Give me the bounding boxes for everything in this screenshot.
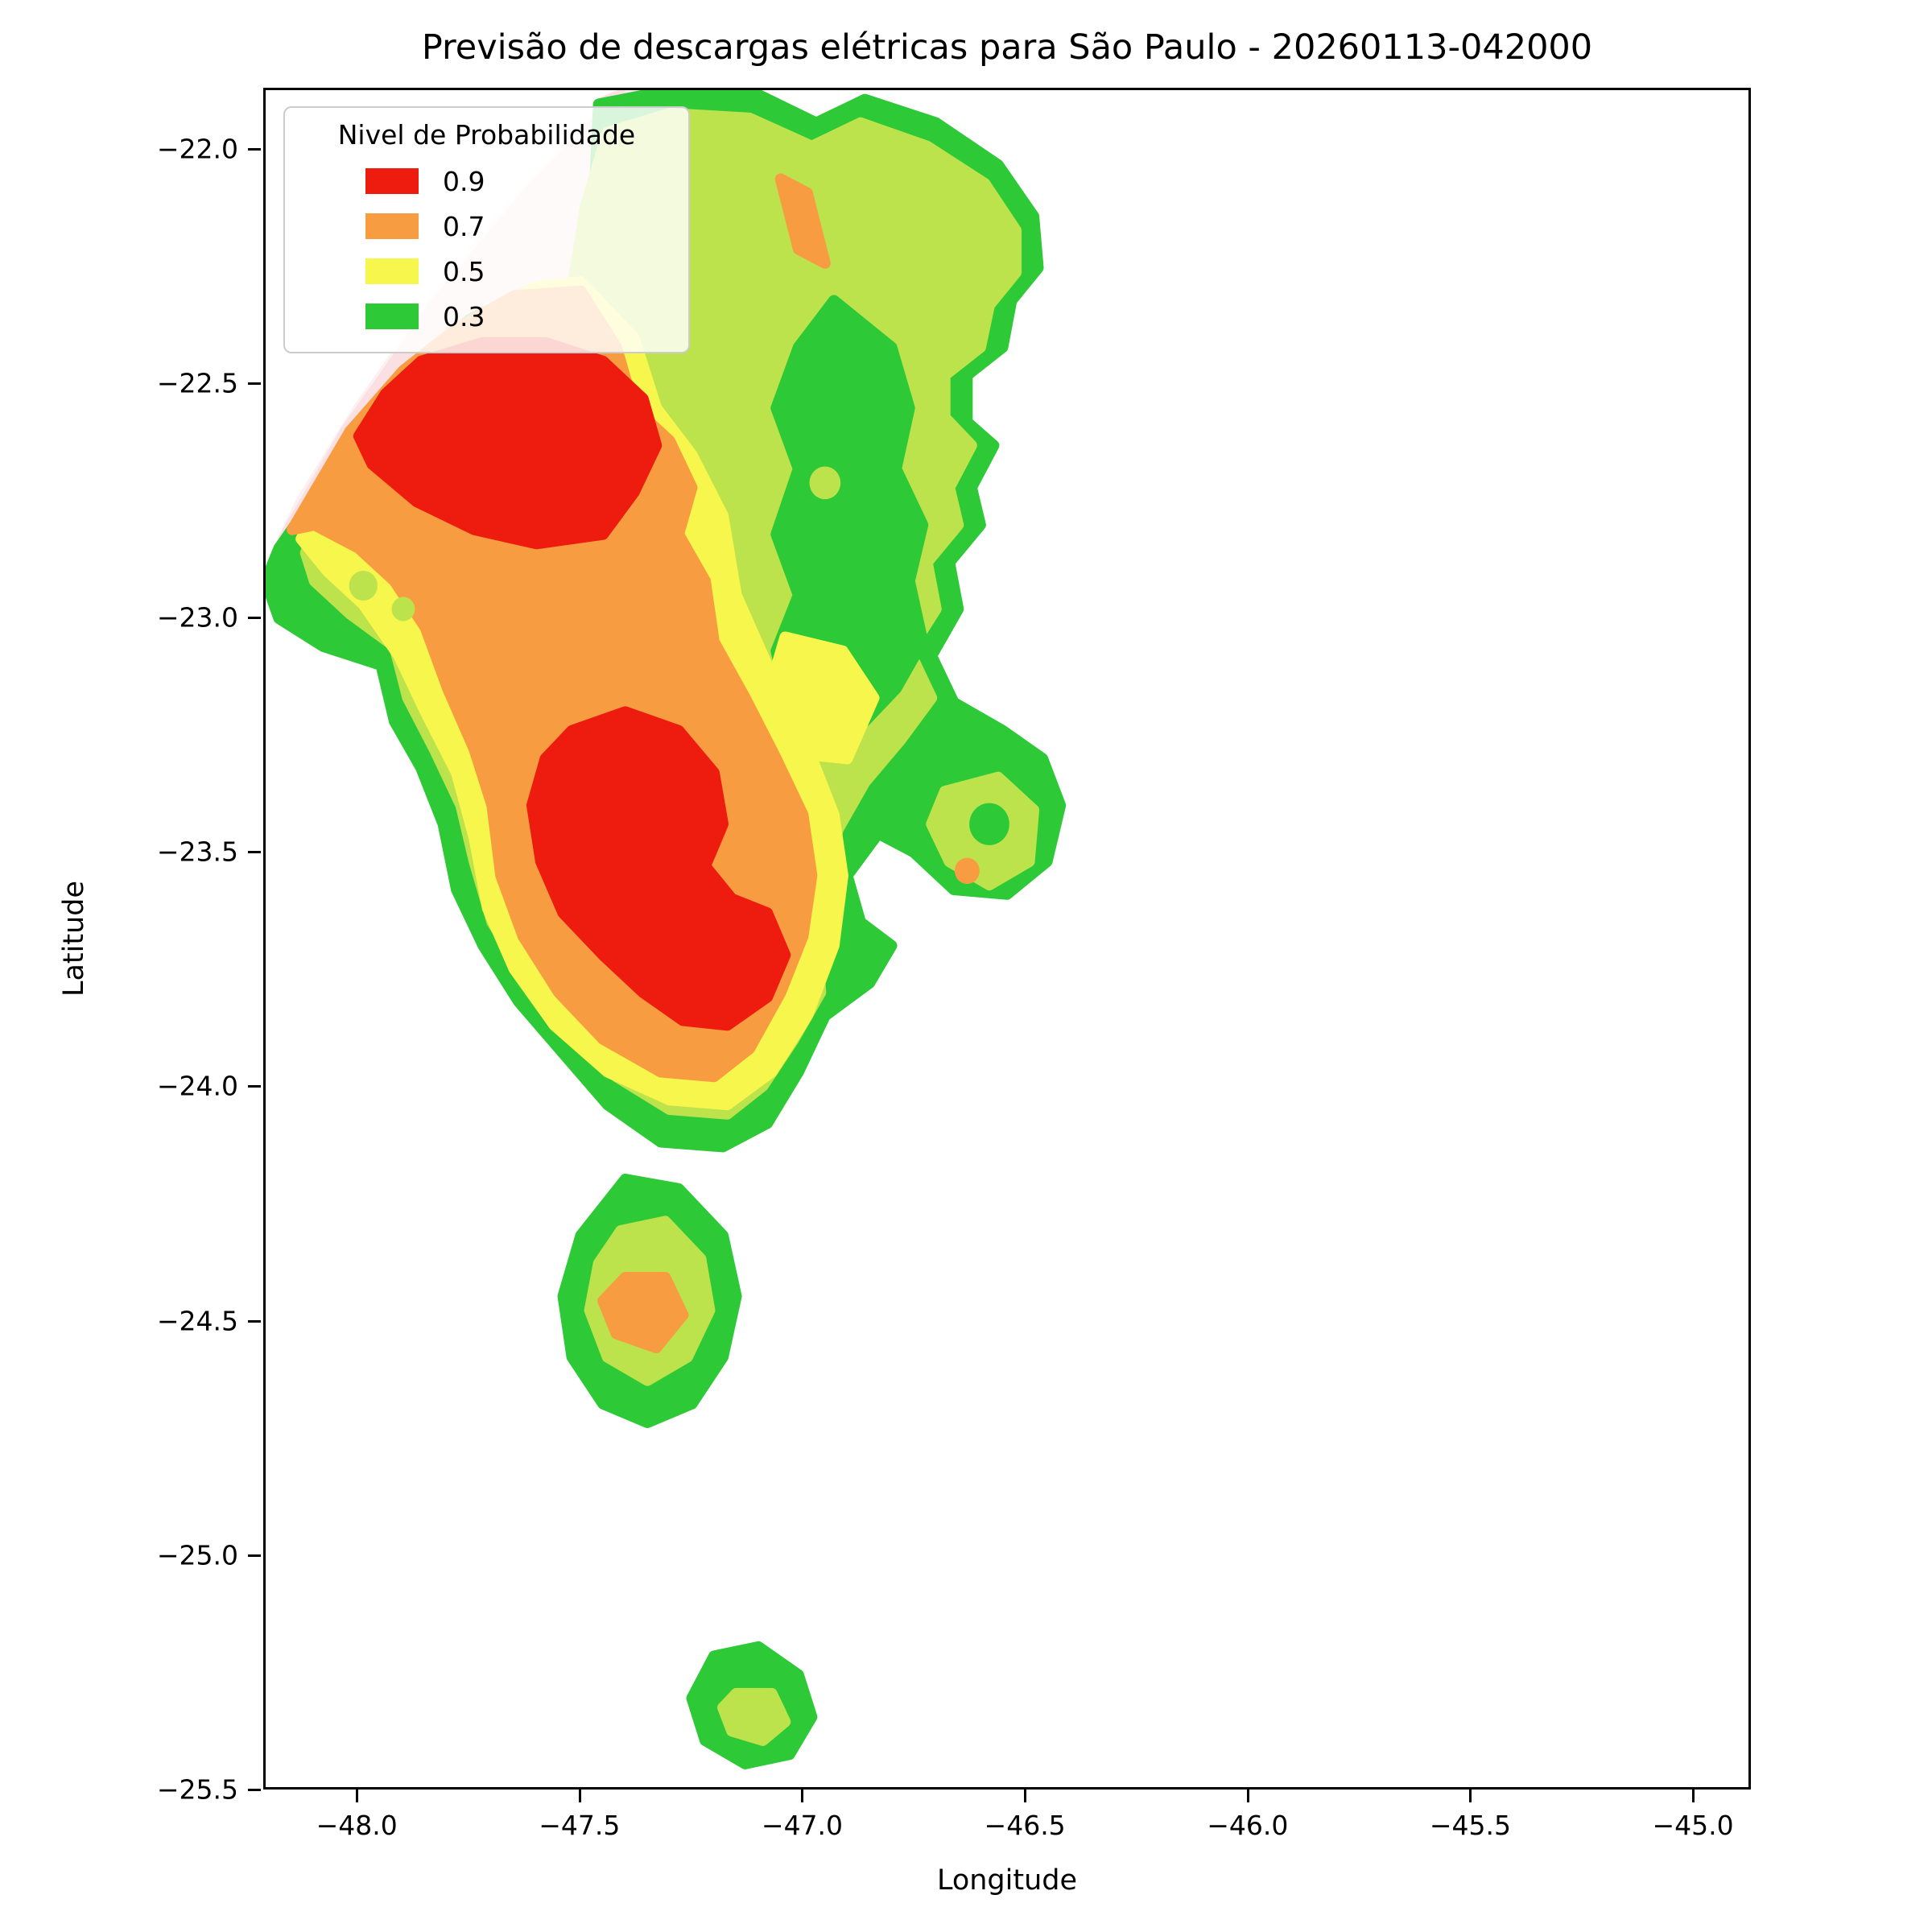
legend-item-0.7: 0.7 (296, 204, 677, 249)
y-tick-label: −25.0 (156, 1539, 238, 1571)
legend-label: 0.7 (443, 210, 485, 242)
legend-label: 0.5 (443, 255, 485, 287)
region-arm-green-dot (969, 803, 1009, 845)
y-tick-mark (248, 617, 261, 620)
y-tick-label: −25.5 (156, 1773, 238, 1806)
y-tick-mark (248, 382, 261, 385)
y-tick-label: −24.0 (156, 1070, 238, 1102)
x-axis-label: Longitude (936, 1864, 1078, 1897)
x-tick-mark (356, 1790, 359, 1802)
y-axis-label: Latitude (58, 880, 90, 997)
x-tick-mark (1469, 1790, 1472, 1802)
y-tick-label: −24.5 (156, 1305, 238, 1337)
contour-map (266, 90, 1067, 1769)
y-tick-label: −23.0 (156, 601, 238, 634)
region-core-red-central (526, 706, 791, 1031)
x-tick-mark (801, 1790, 804, 1802)
y-tick-label: −22.0 (156, 133, 238, 165)
legend-item-0.9: 0.9 (296, 159, 677, 204)
y-tick-mark (248, 851, 261, 854)
region-patch-yellow-east (762, 631, 880, 765)
x-tick-label: −46.0 (1207, 1810, 1289, 1841)
x-tick-mark (1024, 1790, 1027, 1802)
legend-swatch (365, 258, 419, 284)
region-island-south-orange (597, 1272, 689, 1354)
x-tick-label: −45.0 (1652, 1810, 1734, 1841)
region-dot-yellowgreen-west-a (349, 571, 378, 601)
x-tick-label: −45.5 (1429, 1810, 1511, 1841)
x-tick-mark (578, 1790, 581, 1802)
legend: Nivel de Probabilidade 0.9 0.7 0.5 0.3 (283, 106, 690, 353)
region-streak-orange-north (774, 173, 831, 269)
legend-label: 0.9 (443, 165, 485, 197)
y-tick-mark (248, 1554, 261, 1557)
y-tick-label: −23.5 (156, 836, 238, 868)
legend-swatch (365, 303, 419, 329)
y-tick-mark (248, 1319, 261, 1323)
legend-label: 0.3 (443, 300, 485, 332)
region-island-far-south-yellowgreen (717, 1687, 791, 1746)
legend-title: Nivel de Probabilidade (337, 119, 636, 151)
plot-title: Previsão de descargas elétricas para São… (421, 27, 1593, 68)
x-tick-mark (1692, 1790, 1695, 1802)
x-tick-label: −46.5 (984, 1810, 1066, 1841)
region-dot-yellowgreen-east (809, 466, 841, 500)
y-tick-label: −22.5 (156, 367, 238, 399)
legend-swatch (365, 168, 419, 194)
region-arm-orange-dot (954, 857, 980, 885)
x-tick-label: −47.0 (761, 1810, 844, 1841)
y-tick-mark (248, 1085, 261, 1088)
legend-item-0.3: 0.3 (296, 294, 677, 339)
y-tick-mark (248, 1789, 261, 1791)
region-dot-yellowgreen-west-b (391, 597, 415, 621)
x-tick-label: −48.0 (316, 1810, 398, 1841)
x-tick-mark (1246, 1790, 1249, 1802)
plot-area: Nivel de Probabilidade 0.9 0.7 0.5 0.3 (263, 88, 1751, 1790)
x-tick-label: −47.5 (539, 1810, 621, 1841)
y-tick-mark (248, 147, 261, 151)
legend-swatch (365, 213, 419, 239)
legend-item-0.5: 0.5 (296, 249, 677, 294)
